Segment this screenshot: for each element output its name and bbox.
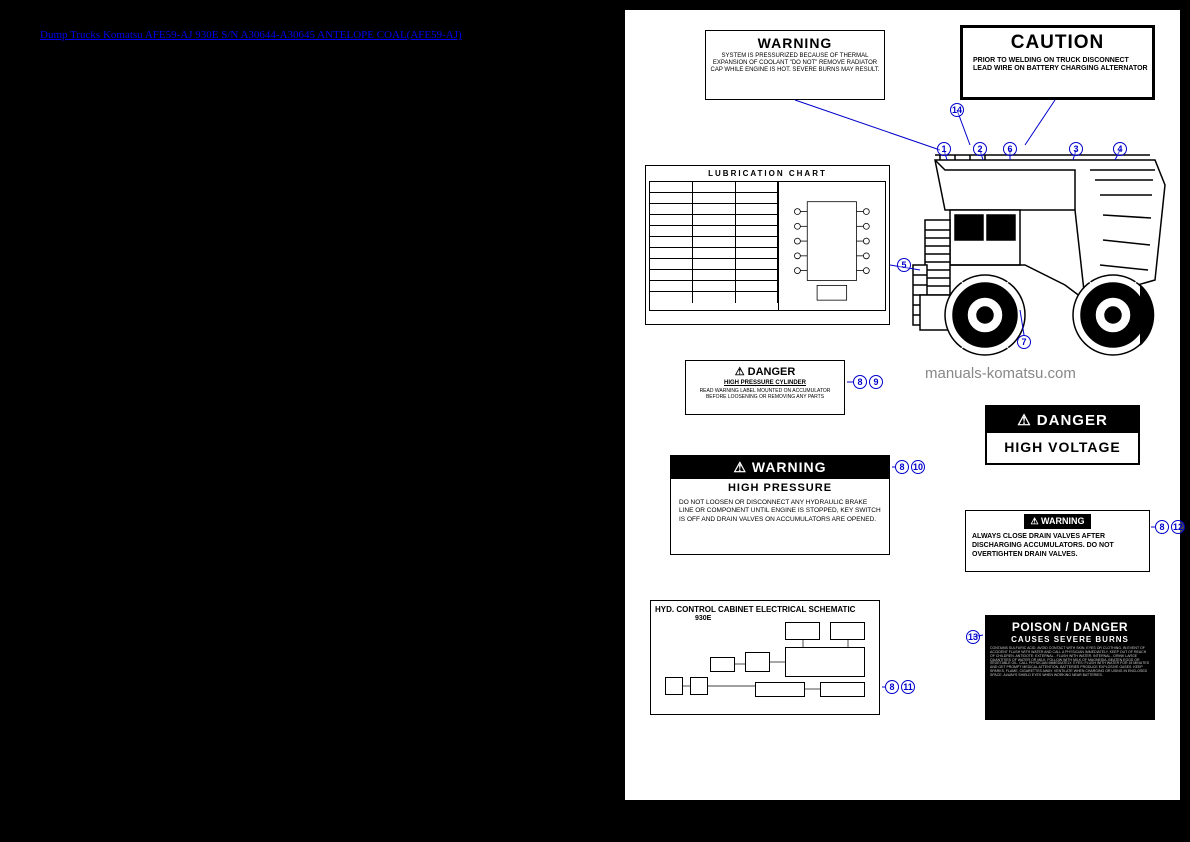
callout-1: 1 [937,142,951,156]
callout-4: 4 [1113,142,1127,156]
callout-8: 8 [1155,520,1169,534]
diagram-page: WARNING SYSTEM IS PRESSURIZED BECAUSE OF… [625,10,1180,800]
callout-13: 13 [966,630,980,644]
callout-7: 7 [1017,335,1031,349]
callout-8: 8 [885,680,899,694]
callout-2: 2 [973,142,987,156]
callout-8: 8 [853,375,867,389]
callout-5: 5 [897,258,911,272]
callout-11: 11 [901,680,915,694]
callout-12: 12 [1171,520,1185,534]
callout-9: 9 [869,375,883,389]
callout-3: 3 [1069,142,1083,156]
callout-10: 10 [911,460,925,474]
callout-8: 8 [895,460,909,474]
callout-14: 14 [950,103,964,117]
document-title-link[interactable]: Dump Trucks Komatsu AFE59-AJ 930E S/N A3… [40,29,462,41]
callout-6: 6 [1003,142,1017,156]
